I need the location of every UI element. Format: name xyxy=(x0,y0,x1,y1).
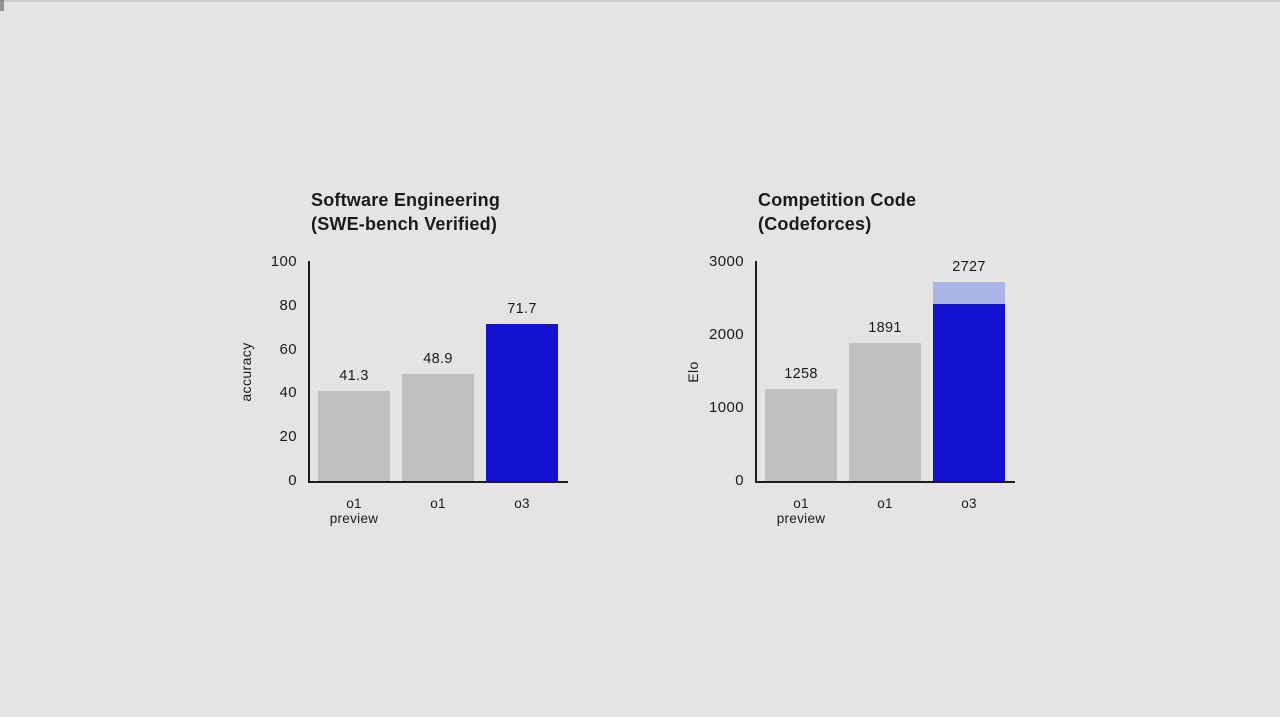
bar-value-label: 48.9 xyxy=(423,350,453,367)
bar-o1 xyxy=(849,342,921,481)
top-left-artifact xyxy=(0,0,4,11)
top-edge-artifact xyxy=(0,0,1280,2)
bar-o1-preview xyxy=(765,389,837,481)
bar-value-label: 71.7 xyxy=(507,300,537,317)
y-tick-label: 3000 xyxy=(709,253,744,270)
bar-segment-light xyxy=(933,281,1005,304)
x-axis-line xyxy=(308,481,568,483)
bar-o1 xyxy=(402,373,474,481)
chart-title-line1: Software Engineering xyxy=(311,190,501,210)
bar-value-label: 1891 xyxy=(868,319,902,336)
chart-title-line2: (Codeforces) xyxy=(758,214,872,234)
bar-o1-preview xyxy=(318,390,390,481)
x-category-label: o1 xyxy=(877,496,893,511)
chart-title-line2: (SWE-bench Verified) xyxy=(311,214,498,234)
bar-value-label: 1258 xyxy=(784,366,818,383)
bar-value-label: 41.3 xyxy=(339,367,369,384)
y-tick-label: 60 xyxy=(279,340,297,358)
y-tick-label: 0 xyxy=(288,472,297,489)
y-tick-label: 1000 xyxy=(709,399,744,416)
y-tick-label: 80 xyxy=(279,296,297,314)
y-axis-line xyxy=(308,261,310,482)
bar-value-label: 2727 xyxy=(952,258,986,275)
bar-o3 xyxy=(486,323,558,481)
x-category-label: o1 preview xyxy=(776,496,826,526)
bar-o3 xyxy=(933,281,1005,481)
y-tick-label: 20 xyxy=(279,428,297,446)
x-category-label: o3 xyxy=(961,496,977,511)
chart-title: Software Engineering (SWE-bench Verified… xyxy=(311,188,631,236)
chart-title: Competition Code (Codeforces) xyxy=(758,188,1078,236)
y-axis-line xyxy=(755,261,757,482)
x-category-label: o3 xyxy=(514,496,530,511)
x-category-label: o1 xyxy=(430,496,446,511)
chart-title-line1: Competition Code xyxy=(758,190,917,210)
y-tick-label: 100 xyxy=(270,253,297,270)
x-axis-line xyxy=(755,481,1015,483)
y-tick-label: 2000 xyxy=(709,326,744,343)
y-tick-label: 0 xyxy=(735,472,744,489)
y-axis-title: accuracy xyxy=(238,341,254,402)
chart-swe-bench: Software Engineering (SWE-bench Verified… xyxy=(238,190,568,526)
y-tick-label: 40 xyxy=(279,384,297,402)
chart-codeforces: Competition Code (Codeforces) Elo 0 1000 2… xyxy=(685,190,1015,526)
bar-segment-solid xyxy=(933,303,1005,481)
x-category-label: o1 preview xyxy=(329,496,379,526)
